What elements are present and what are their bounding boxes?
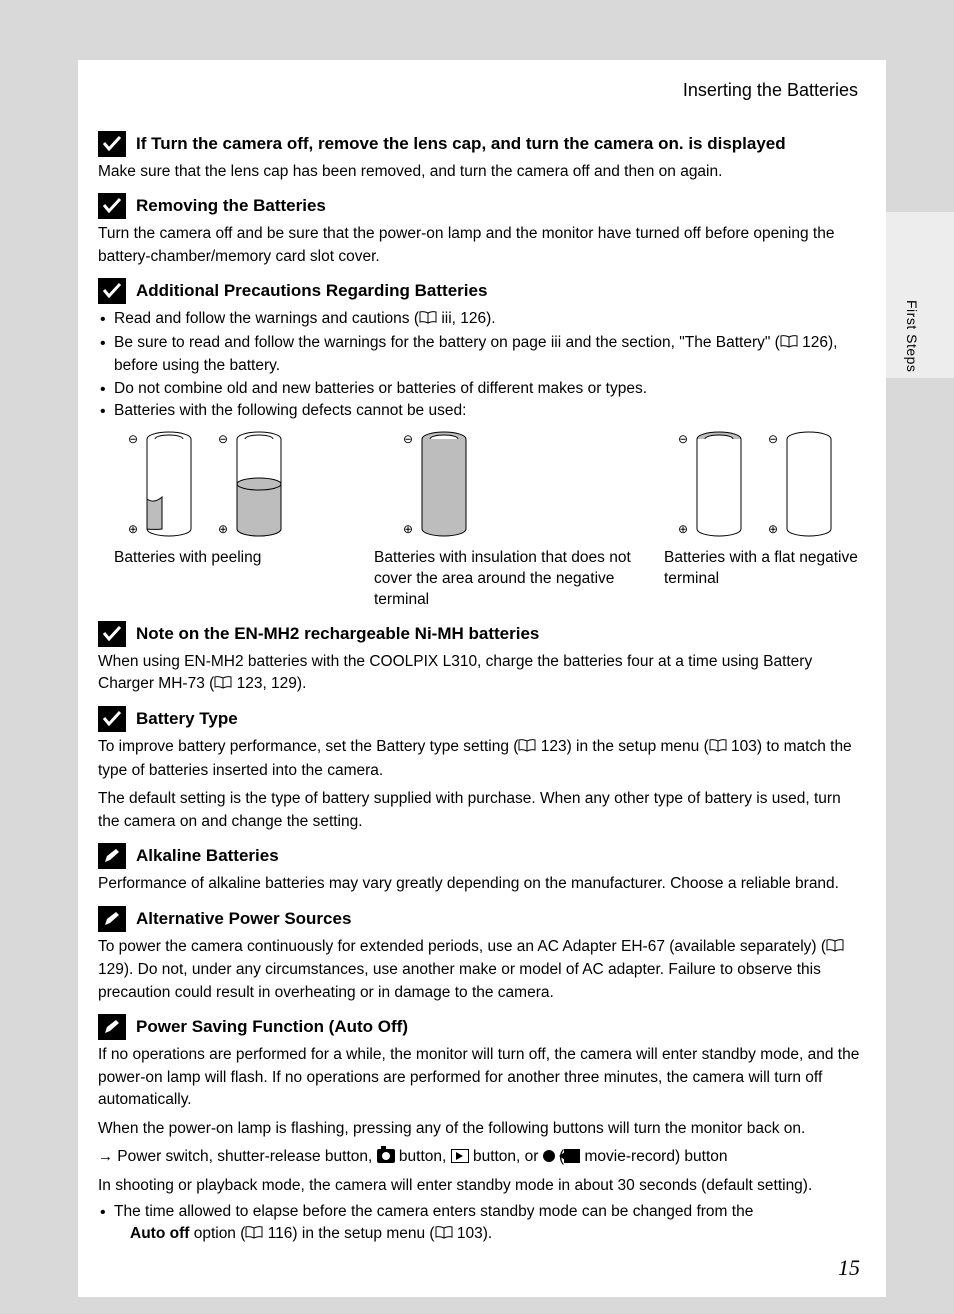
section-title: If Turn the camera off, remove the lens … (136, 134, 786, 154)
checkmark-icon (98, 131, 126, 157)
section-head-nimh: Note on the EN-MH2 rechargeable Ni-MH ba… (98, 621, 864, 647)
checkmark-icon (98, 193, 126, 219)
svg-text:⊖: ⊖ (218, 432, 228, 446)
svg-text:⊕: ⊕ (128, 522, 138, 536)
battery-group-insulation: ⊖ ⊕ Batteries with insulation that does … (374, 429, 634, 611)
battery-caption: Batteries with insulation that does not … (374, 548, 634, 611)
svg-text:⊕: ⊕ (403, 522, 413, 536)
body-text: When using EN-MH2 batteries with the COO… (98, 651, 864, 697)
pencil-icon (98, 906, 126, 932)
svg-text:⊖: ⊖ (678, 432, 688, 446)
book-icon (518, 737, 536, 759)
section-head-precautions: Additional Precautions Regarding Batteri… (98, 278, 864, 304)
battery-group-flat-terminal: ⊖ ⊕ ⊖ ⊕ Batteries with a flat negative t… (664, 429, 874, 611)
svg-text:⊖: ⊖ (768, 432, 778, 446)
book-icon (214, 674, 232, 696)
book-icon (245, 1224, 263, 1246)
section-head-battery-type: Battery Type (98, 706, 864, 732)
battery-caption: Batteries with a flat negative terminal (664, 548, 874, 590)
page-number: 15 (838, 1255, 860, 1281)
side-tab (886, 212, 954, 378)
section-head-lens-cap: If Turn the camera off, remove the lens … (98, 131, 864, 157)
movie-icon (564, 1149, 580, 1163)
body-text: The default setting is the type of batte… (98, 788, 864, 833)
list-item: Do not combine old and new batteries or … (98, 378, 864, 400)
battery-group-peeling: ⊖ ⊕ ⊖ ⊕ Batteries with peeling (114, 429, 344, 611)
section-title: Alternative Power Sources (136, 909, 351, 929)
svg-text:⊕: ⊕ (218, 522, 228, 536)
bullet-list: Read and follow the warnings and caution… (98, 308, 864, 422)
battery-peeling-svg: ⊖ ⊕ ⊖ ⊕ (114, 429, 294, 539)
pencil-icon (98, 1014, 126, 1040)
svg-text:⊕: ⊕ (678, 522, 688, 536)
section-head-alt-power: Alternative Power Sources (98, 906, 864, 932)
section-title: Removing the Batteries (136, 196, 326, 216)
page-content: Inserting the Batteries If Turn the came… (78, 60, 886, 1297)
svg-text:⊖: ⊖ (403, 432, 413, 446)
body-text: When the power-on lamp is flashing, pres… (98, 1118, 864, 1140)
section-head-removing: Removing the Batteries (98, 193, 864, 219)
book-icon (435, 1224, 453, 1246)
section-title: Note on the EN-MH2 rechargeable Ni-MH ba… (136, 624, 539, 644)
section-title: Additional Precautions Regarding Batteri… (136, 281, 487, 301)
book-icon (826, 937, 844, 959)
book-icon (780, 333, 798, 355)
body-text: Turn the camera off and be sure that the… (98, 223, 864, 268)
body-text: If no operations are performed for a whi… (98, 1044, 864, 1111)
checkmark-icon (98, 621, 126, 647)
page-header: Inserting the Batteries (98, 80, 864, 101)
body-text: To power the camera continuously for ext… (98, 936, 864, 1004)
dot-icon (543, 1150, 555, 1162)
list-item: The time allowed to elapse before the ca… (98, 1201, 864, 1247)
list-item: Be sure to read and follow the warnings … (98, 332, 864, 378)
section-title: Alkaline Batteries (136, 846, 279, 866)
body-text: To improve battery performance, set the … (98, 736, 864, 782)
book-icon (419, 309, 437, 331)
list-item: Batteries with the following defects can… (98, 400, 864, 422)
body-text: Performance of alkaline batteries may va… (98, 873, 864, 895)
section-head-power-saving: Power Saving Function (Auto Off) (98, 1014, 864, 1040)
list-item: Read and follow the warnings and caution… (98, 308, 864, 331)
bullet-list: The time allowed to elapse before the ca… (98, 1201, 864, 1247)
body-text: In shooting or playback mode, the camera… (98, 1175, 864, 1197)
body-text: Make sure that the lens cap has been rem… (98, 161, 864, 183)
battery-diagram-row: ⊖ ⊕ ⊖ ⊕ Batteries with peeling ⊖ ⊕ B (98, 429, 864, 611)
arrow-icon: → (98, 1148, 113, 1165)
playback-icon (451, 1149, 469, 1163)
battery-caption: Batteries with peeling (114, 548, 344, 569)
svg-text:⊕: ⊕ (768, 522, 778, 536)
camera-icon (377, 1149, 395, 1163)
svg-text:⊖: ⊖ (128, 432, 138, 446)
checkmark-icon (98, 278, 126, 304)
pencil-icon (98, 843, 126, 869)
battery-insulation-svg: ⊖ ⊕ (374, 429, 494, 539)
side-tab-label: First Steps (904, 300, 920, 372)
book-icon (709, 737, 727, 759)
section-title: Battery Type (136, 709, 238, 729)
section-title: Power Saving Function (Auto Off) (136, 1017, 408, 1037)
battery-flat-svg: ⊖ ⊕ ⊖ ⊕ (664, 429, 844, 539)
section-head-alkaline: Alkaline Batteries (98, 843, 864, 869)
body-text: → Power switch, shutter-release button, … (98, 1146, 864, 1168)
checkmark-icon (98, 706, 126, 732)
